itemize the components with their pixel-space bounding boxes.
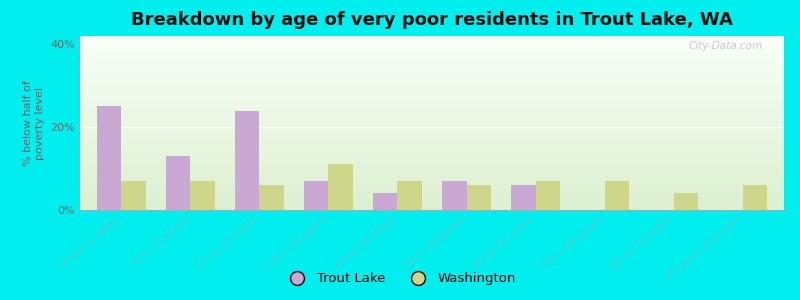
Bar [98,106,122,210]
Bar [304,181,329,210]
Bar [166,156,190,210]
Bar [674,194,698,210]
Text: City-Data.com: City-Data.com [689,41,763,51]
Title: Breakdown by age of very poor residents in Trout Lake, WA: Breakdown by age of very poor residents … [131,11,733,29]
Bar [374,194,398,210]
Bar [605,181,629,210]
Bar [259,185,284,210]
Bar [511,185,535,210]
Legend: Trout Lake, Washington: Trout Lake, Washington [278,267,522,290]
Bar [442,181,466,210]
Bar [466,185,490,210]
Bar [398,181,422,210]
Bar [535,181,560,210]
Bar [329,164,353,210]
Y-axis label: % below half of
poverty level: % below half of poverty level [23,80,45,166]
Bar [190,181,214,210]
Bar [742,185,766,210]
Bar [122,181,146,210]
Bar [235,111,259,210]
